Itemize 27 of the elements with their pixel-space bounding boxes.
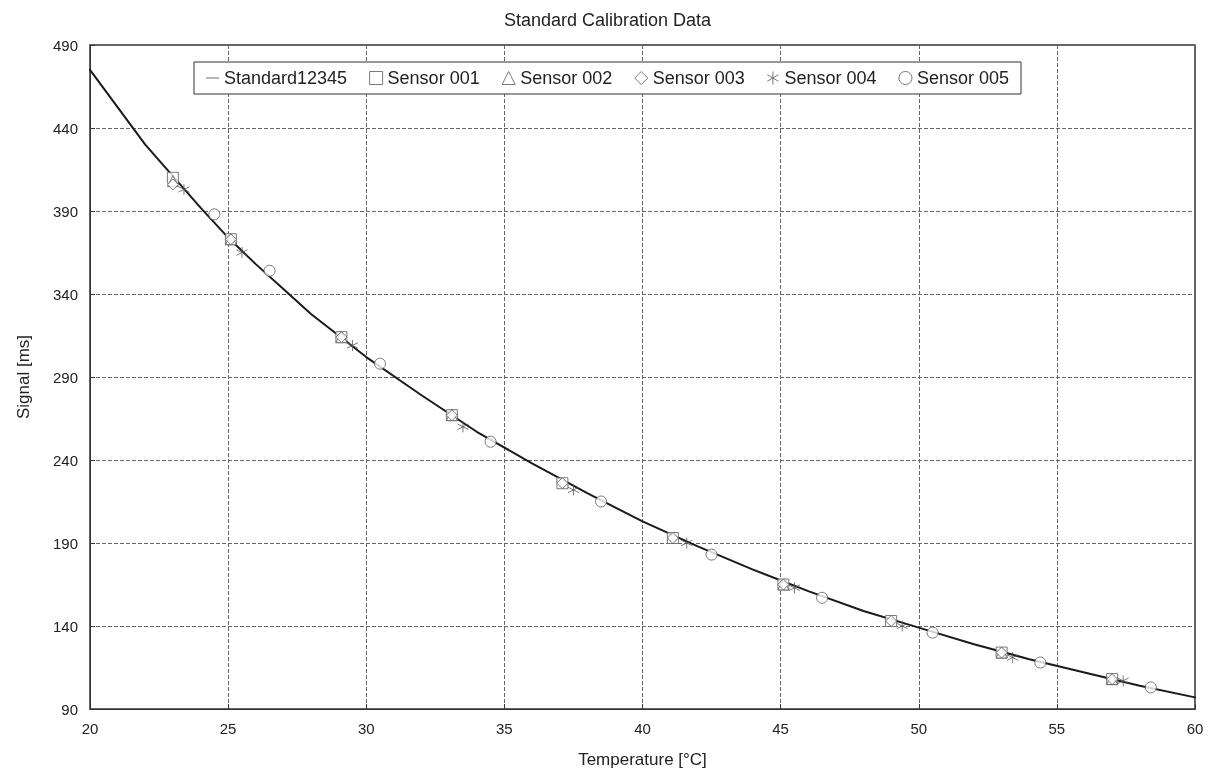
x-tick-label: 20 bbox=[81, 720, 99, 737]
x-tick-label: 45 bbox=[772, 720, 789, 737]
y-tick-label: 90 bbox=[61, 700, 78, 718]
legend-label: Sensor 003 bbox=[652, 68, 745, 88]
y-tick-label: 190 bbox=[52, 534, 78, 552]
legend-label: Sensor 004 bbox=[784, 68, 877, 88]
legend-label: Sensor 001 bbox=[387, 68, 480, 88]
y-axis-title: Signal [ms] bbox=[14, 334, 33, 420]
x-tick-label: 55 bbox=[1048, 720, 1066, 737]
legend-label: Standard12345 bbox=[223, 68, 348, 88]
y-tick-label: 240 bbox=[52, 451, 78, 469]
x-tick-label: 35 bbox=[496, 720, 513, 737]
x-tick-label: 40 bbox=[634, 720, 651, 737]
x-tick-label: 25 bbox=[219, 720, 237, 737]
x-tick-label: 30 bbox=[357, 720, 375, 737]
legend-label: Sensor 005 bbox=[916, 68, 1010, 88]
y-tick-label: 440 bbox=[52, 119, 78, 137]
y-tick-label: 140 bbox=[52, 617, 78, 635]
y-tick-label: 490 bbox=[52, 36, 78, 54]
y-tick-label: 390 bbox=[52, 202, 78, 220]
x-tick-label: 50 bbox=[910, 720, 928, 737]
chart-title: Standard Calibration Data bbox=[503, 10, 713, 30]
legend-label: Sensor 002 bbox=[520, 68, 613, 88]
x-axis-title: Temperature [°C] bbox=[578, 750, 707, 769]
y-tick-label: 290 bbox=[52, 368, 78, 386]
x-tick-label: 60 bbox=[1186, 720, 1204, 737]
y-tick-label: 340 bbox=[52, 285, 78, 303]
